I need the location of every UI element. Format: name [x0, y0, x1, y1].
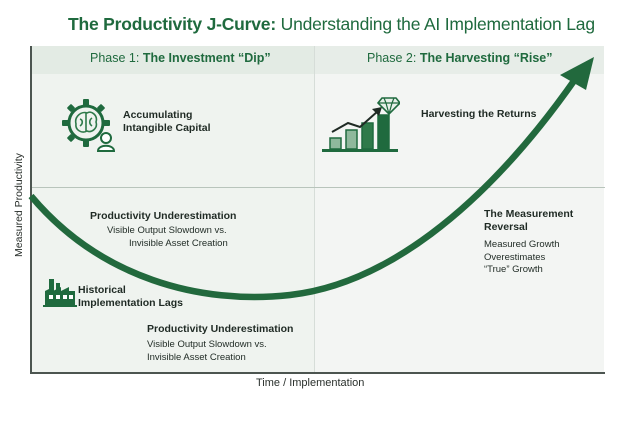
phase1-title: Phase 1: The Investment “Dip” [90, 51, 271, 65]
underestimation-title-2: Productivity Underestimation [147, 323, 294, 335]
brain-gear-icon [62, 99, 116, 152]
factory-icon [43, 279, 77, 307]
x-axis-label: Time / Implementation [256, 377, 365, 389]
diamond-icon [376, 97, 400, 117]
underestimation-desc-2: Visible Output Slowdown vs. Invisible As… [147, 339, 267, 363]
historical-lags-label: Historical Implementation Lags [78, 284, 184, 309]
phase1-panel [31, 46, 314, 372]
underestimation-desc-1: Visible Output Slowdown vs. Invisible As… [107, 225, 228, 249]
phase-divider [314, 46, 315, 372]
phase2-header [315, 46, 604, 74]
y-axis [30, 46, 32, 373]
title-rest: Understanding the AI Implementation Lag [275, 14, 595, 34]
underestimation-title-1: Productivity Underestimation [90, 210, 237, 222]
title-bold: The Productivity J-Curve: [68, 14, 276, 34]
intangible-capital-label: Accumulating Intangible Capital [123, 109, 211, 134]
harvesting-returns-label: Harvesting the Returns [421, 108, 537, 120]
growth-bar-chart-icon [322, 97, 400, 152]
measurement-reversal-desc: Measured Growth Overestimates “True” Gro… [484, 239, 560, 275]
curve-arrowhead [560, 57, 594, 90]
x-axis [30, 372, 605, 374]
phase1-header [31, 46, 314, 74]
phase2-title: Phase 2: The Harvesting “Rise” [367, 51, 553, 65]
baseline-line [31, 187, 605, 188]
measurement-reversal-title: The Measurement Reversal [484, 208, 574, 233]
page-title: The Productivity J-Curve: Understanding … [68, 14, 595, 35]
